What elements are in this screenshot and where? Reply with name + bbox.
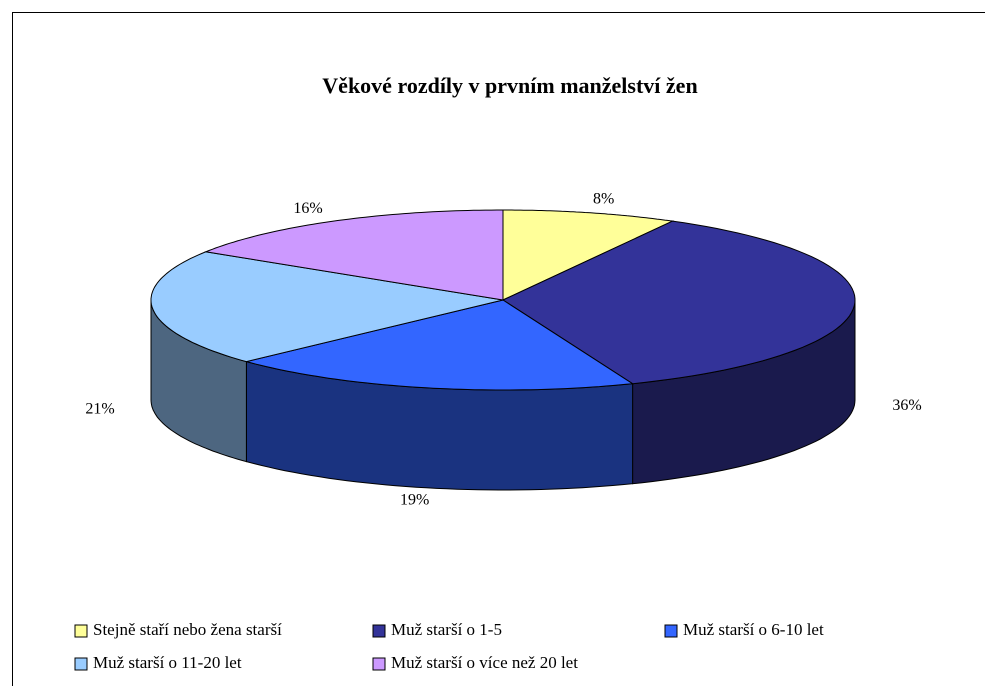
- data-label: 8%: [593, 190, 614, 207]
- pie-slice: [150, 251, 504, 363]
- data-label: 16%: [293, 200, 322, 217]
- data-labels: 8% 36% 19% 21% 16%: [85, 190, 921, 508]
- pie-sides: [150, 299, 856, 491]
- data-label: 36%: [892, 397, 921, 414]
- pie-slice: [203, 209, 504, 301]
- legend: Stejně staří nebo žena starší Muž starší …: [74, 620, 824, 672]
- legend-swatch: [372, 657, 386, 671]
- pie-slice: [246, 299, 635, 391]
- legend-label: Muž starší o více než 20 let: [391, 653, 578, 672]
- pie-slice: [501, 220, 856, 385]
- legend-label: Muž starší o 11-20 let: [93, 653, 242, 672]
- legend-swatch: [664, 624, 678, 638]
- legend-label: Muž starší o 6-10 let: [683, 620, 824, 639]
- legend-label: Muž starší o 1-5: [391, 620, 502, 639]
- legend-swatch: [74, 624, 88, 638]
- data-label: 21%: [85, 400, 114, 417]
- data-label: 19%: [400, 492, 429, 509]
- pie-tops: [150, 209, 856, 391]
- legend-label: Stejně staří nebo žena starší: [93, 620, 282, 639]
- chart-title: Věkové rozdíly v prvním manželství žen: [322, 73, 697, 98]
- legend-swatch: [372, 624, 386, 638]
- pie-slice: [502, 209, 675, 301]
- legend-swatch: [74, 657, 88, 671]
